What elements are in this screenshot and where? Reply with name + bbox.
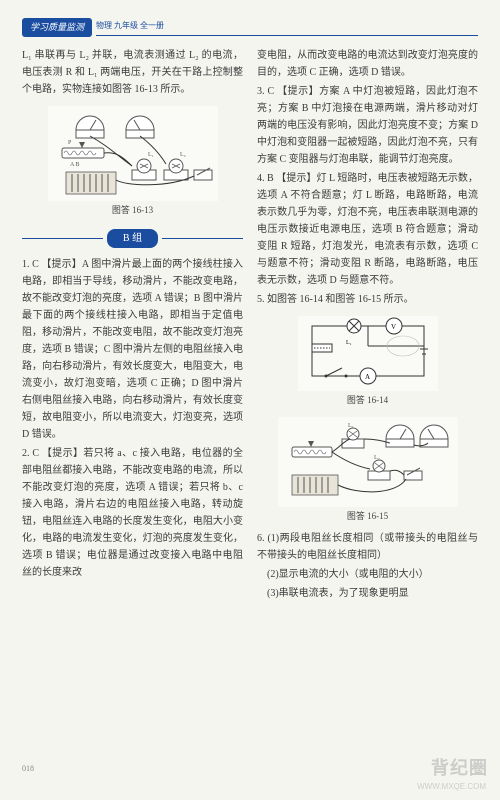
question-2: 2. C 【提示】若只将 a、c 接入电路，电位器的全部电阻丝都接入电路，不能改… [22, 445, 243, 581]
svg-text:L₁: L₁ [348, 423, 354, 429]
question-3: 3. C 【提示】方案 A 中灯泡被短路，因此灯泡不亮；方案 B 中灯泡接在电源… [257, 83, 478, 168]
question-6-3: (3)串联电流表，为了现象更明显 [257, 585, 478, 602]
question-1: 1. C 【提示】A 图中滑片最上面的两个接线柱接入电路，即相当于导线，移动滑片… [22, 256, 243, 443]
svg-text:A: A [365, 373, 370, 381]
page-header: 学习质量监测 物理 九年级 全一册 [22, 18, 478, 37]
page-number: 018 [22, 762, 34, 776]
question-6-1: 6. (1)两段电阻丝长度相同（或带接头的电阻丝与不带接头的电阻丝长度相同） [257, 530, 478, 564]
intro-paragraph: L₁ 串联再与 L₂ 并联，电流表测通过 L₂ 的电流，电压表测 R 和 L₁ … [22, 47, 243, 98]
figure-16-13-caption: 图答 16-13 [22, 203, 243, 218]
circuit-diagram-16-14: V A L₁ [298, 316, 438, 391]
left-column: L₁ 串联再与 L₂ 并联，电流表测通过 L₂ 的电流，电压表测 R 和 L₁ … [22, 47, 243, 604]
header-subject: 物理 九年级 全一册 [96, 19, 478, 36]
question-6-2: (2)显示电流的大小（或电阻的大小） [257, 566, 478, 583]
circuit-diagram-16-15: L₁ L₂ [278, 417, 458, 507]
watermark-url: WWW.MXQE.COM [417, 780, 486, 794]
watermark-main: 背纪圈 [431, 753, 488, 784]
question-4: 4. B 【提示】灯 L 短路时，电压表被短路无示数，选项 A 不符合题意；灯 … [257, 170, 478, 289]
figure-16-13: A B P L₁ L₂ 图答 16-13 [22, 106, 243, 218]
group-b-divider: B 组 [22, 229, 243, 248]
svg-text:L₂: L₂ [374, 455, 380, 461]
figure-16-15: L₁ L₂ 图答 16-15 [257, 417, 478, 524]
right-column: 变电阻，从而改变电路的电流达到改变灯泡亮度的目的，选项 C 正确，选项 D 错误… [257, 47, 478, 604]
question-5-head: 5. 如图答 16-14 和图答 16-15 所示。 [257, 291, 478, 308]
svg-text:V: V [391, 323, 396, 331]
group-b-label: B 组 [107, 229, 158, 248]
svg-text:L₂: L₂ [180, 152, 186, 158]
divider-line-left [22, 238, 103, 239]
svg-text:L₁: L₁ [148, 152, 154, 158]
figure-16-14-caption: 图答 16-14 [257, 393, 478, 408]
divider-line-right [162, 238, 243, 239]
header-tag: 学习质量监测 [22, 18, 92, 37]
svg-text:L₁: L₁ [346, 340, 352, 346]
figure-16-15-caption: 图答 16-15 [257, 509, 478, 524]
circuit-diagram-16-13: A B P L₁ L₂ [48, 106, 218, 201]
two-column-layout: L₁ 串联再与 L₂ 并联，电流表测通过 L₂ 的电流，电压表测 R 和 L₁ … [22, 47, 478, 604]
question-2-continued: 变电阻，从而改变电路的电流达到改变灯泡亮度的目的，选项 C 正确，选项 D 错误… [257, 47, 478, 81]
figure-16-14: V A L₁ 图答 16-14 [257, 316, 478, 408]
svg-text:A B: A B [70, 162, 80, 168]
